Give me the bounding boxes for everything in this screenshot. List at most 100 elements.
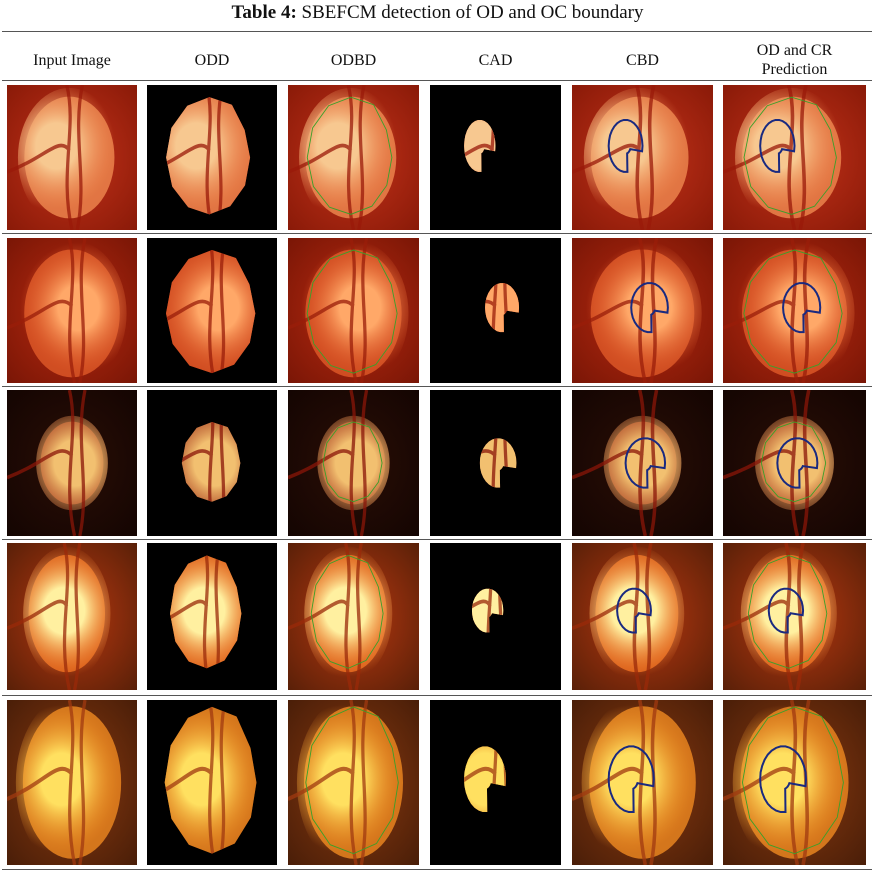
image	[430, 700, 561, 865]
fundus-image	[430, 390, 561, 536]
image	[430, 390, 561, 536]
fundus-image	[288, 700, 419, 865]
retina	[166, 97, 251, 215]
image	[430, 238, 561, 383]
fundus-image	[430, 700, 561, 865]
cup-boundary	[760, 746, 806, 812]
retina	[723, 700, 866, 865]
image	[7, 543, 137, 690]
column-header: CBD	[626, 51, 659, 69]
retina	[572, 390, 713, 536]
image	[430, 85, 561, 230]
retina	[723, 543, 866, 690]
image	[147, 238, 277, 383]
column-header: Input Image	[33, 51, 111, 69]
retina	[723, 238, 866, 383]
retina	[723, 85, 866, 230]
image	[288, 700, 419, 865]
image	[7, 85, 137, 230]
image	[288, 238, 419, 383]
fundus-image	[288, 85, 419, 230]
caption-text: SBEFCM detection of OD and OC boundary	[301, 2, 644, 23]
retina	[7, 238, 137, 383]
fundus-image	[147, 85, 277, 230]
image	[572, 543, 713, 690]
row-rule	[2, 233, 872, 234]
fundus-image	[572, 700, 713, 865]
cup-boundary	[783, 283, 820, 332]
retina	[7, 700, 137, 865]
cup-boundary	[609, 120, 643, 172]
row-rule	[2, 539, 872, 540]
fundus-image	[572, 543, 713, 690]
fundus-image	[572, 390, 713, 536]
retina	[288, 85, 419, 230]
fundus-image	[7, 390, 137, 536]
fundus-image	[723, 543, 866, 690]
fundus-image	[572, 85, 713, 230]
retina	[572, 700, 713, 865]
retina	[7, 543, 137, 690]
image	[430, 543, 561, 690]
retina	[485, 283, 520, 333]
image	[572, 238, 713, 383]
image	[723, 85, 866, 230]
fundus-image	[723, 85, 866, 230]
image	[572, 390, 713, 536]
column-header: ODBD	[330, 51, 377, 69]
fundus-image	[147, 390, 277, 536]
retina	[288, 238, 419, 383]
od-boundary	[744, 250, 842, 373]
fundus-image	[288, 543, 419, 690]
table-caption: Table 4: SBEFCM detection of OD and OC b…	[0, 0, 875, 26]
fundus-image	[147, 238, 277, 383]
retina	[288, 390, 419, 536]
cup-boundary	[626, 438, 665, 487]
retina	[7, 85, 137, 230]
retina	[7, 390, 137, 536]
column-header: CAD	[478, 51, 513, 69]
retina	[170, 555, 242, 669]
image	[723, 238, 866, 383]
image	[288, 543, 419, 690]
fundus-image	[7, 700, 137, 865]
retina	[288, 543, 419, 690]
image	[288, 85, 419, 230]
fundus-image	[147, 543, 277, 690]
od-boundary	[748, 555, 827, 668]
row-rule	[2, 386, 872, 387]
od-boundary	[761, 422, 825, 502]
cup-boundary	[769, 589, 803, 633]
od-boundary	[744, 97, 836, 214]
image	[572, 700, 713, 865]
image	[288, 390, 419, 536]
image	[723, 543, 866, 690]
retina	[572, 238, 713, 383]
row-rule	[2, 695, 872, 696]
fundus-image	[430, 238, 561, 383]
retina	[723, 390, 866, 536]
image	[723, 390, 866, 536]
od-boundary	[307, 250, 397, 373]
fundus-image	[7, 543, 137, 690]
column-header: OD and CR Prediction	[756, 42, 833, 78]
background	[430, 543, 561, 690]
image	[147, 390, 277, 536]
retina	[181, 421, 241, 502]
caption-label: Table 4:	[231, 2, 297, 23]
top-rule	[2, 31, 872, 32]
od-boundary	[742, 707, 843, 854]
fundus-image	[7, 85, 137, 230]
row-rule	[2, 869, 872, 870]
fundus-image	[147, 700, 277, 865]
cup-boundary	[617, 589, 651, 633]
image	[147, 543, 277, 690]
fundus-image	[7, 238, 137, 383]
column-header: ODD	[194, 51, 230, 69]
od-boundary	[311, 555, 383, 668]
fundus-image	[723, 238, 866, 383]
od-boundary	[307, 97, 392, 214]
fundus-image	[723, 390, 866, 536]
image	[7, 390, 137, 536]
